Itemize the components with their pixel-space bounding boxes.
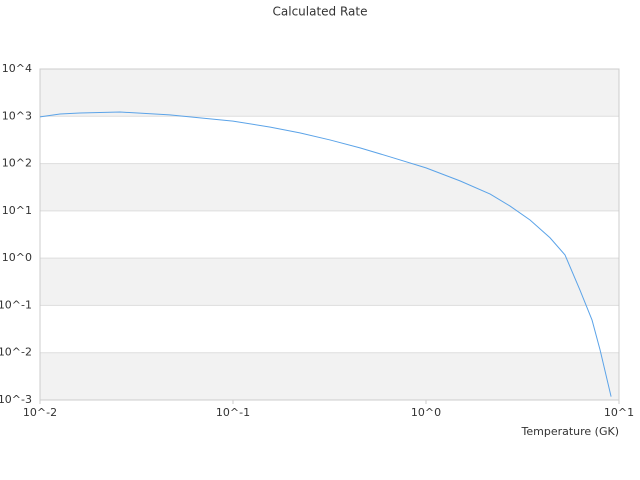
grid-band	[40, 258, 619, 306]
grid-band	[40, 352, 619, 400]
data-line	[39, 111, 612, 397]
x-tick-label: 10^0	[411, 406, 441, 419]
y-tick-label: 10^-1	[0, 298, 32, 311]
x-axis-label: Temperature (GK)	[521, 425, 620, 438]
x-tick-label: 10^-2	[23, 406, 57, 419]
y-tick-label: 10^-2	[0, 346, 32, 359]
y-tick-label: 10^0	[2, 251, 32, 264]
x-tick-label: 10^1	[604, 406, 634, 419]
y-tick-label: 10^3	[2, 109, 32, 122]
grid-band	[40, 69, 619, 117]
y-tick-label: 10^1	[2, 204, 32, 217]
x-tick-label: 10^-1	[216, 406, 250, 419]
y-tick-label: 10^4	[2, 62, 32, 75]
y-tick-label: 10^-3	[0, 393, 32, 406]
plot-border	[39, 68, 620, 401]
chart-title: Calculated Rate	[273, 5, 368, 19]
grid-band	[40, 163, 619, 211]
y-tick-label: 10^2	[2, 157, 32, 170]
